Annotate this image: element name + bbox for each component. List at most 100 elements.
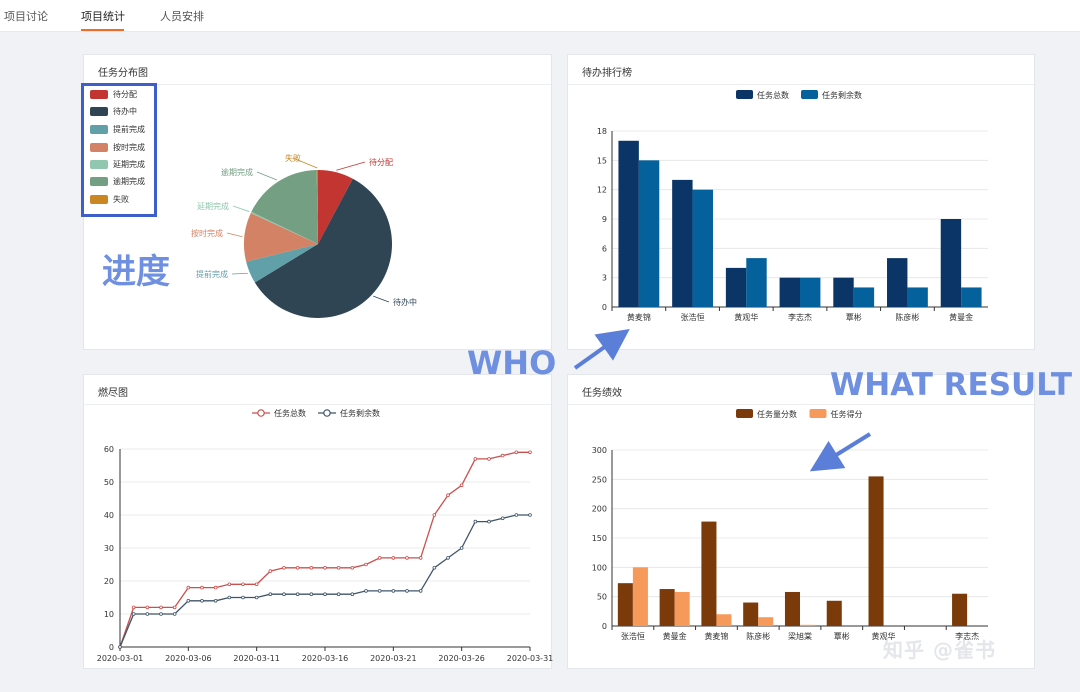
legend-label: 任务得分 <box>831 409 863 419</box>
data-point <box>227 595 232 600</box>
todo-ranking-bar-chart: 任务总数 任务剩余数 0 3 6 9 12 15 18 黄麦锦 张浩恒 黄观华 李志杰 覃彬 陈彦彬 黄曼金 <box>597 90 988 322</box>
performance-bar-chart: 任务量分数 任务得分 0 50 100 150 200 250 300 张浩恒 黄曼金 黄麦锦 陈彦彬 梁… <box>592 409 988 641</box>
data-point <box>118 645 122 649</box>
divider <box>568 404 1034 405</box>
data-point <box>213 599 218 603</box>
legend-item[interactable]: 延期完成 <box>90 159 145 169</box>
legend-item[interactable]: 失败 <box>90 194 129 204</box>
data-point <box>418 589 423 593</box>
x-tick-label: 黄麦锦 <box>627 312 651 322</box>
legend-label: 任务剩余数 <box>340 408 380 418</box>
bar <box>784 591 800 626</box>
bar <box>826 600 842 626</box>
data-point <box>350 566 355 570</box>
bar <box>618 140 639 307</box>
card-title: 任务绩效 <box>582 388 622 399</box>
legend-swatch <box>90 176 108 186</box>
y-tick-label: 0 <box>109 643 114 652</box>
bar <box>716 614 732 626</box>
bar <box>800 277 821 307</box>
x-tick-label: 陈彦彬 <box>746 631 770 641</box>
performance-card: 任务绩效 任务量分数 任务得分 0 50 100 150 200 250 300 张浩恒 黄曼金 黄麦… <box>567 374 1035 669</box>
data-point <box>500 516 505 521</box>
todo-ranking-card: 待办排行榜 任务总数 任务剩余数 0 3 6 9 12 15 18 黄麦锦 张浩恒 黄观华 李志杰 覃彬 陈… <box>567 54 1035 350</box>
legend-label: 待办中 <box>113 106 137 116</box>
pie-legend-annotation-box: 待分配待办中提前完成按时完成延期完成逾期完成失败 <box>81 83 157 217</box>
tab-project-discussion[interactable]: 项目讨论 <box>4 10 48 23</box>
watermark: 知乎 @雀书 <box>883 638 996 662</box>
data-point <box>405 556 409 560</box>
legend-item[interactable]: 提前完成 <box>90 124 145 134</box>
legend-item[interactable]: 逾期完成 <box>90 176 145 186</box>
card-title: 待办排行榜 <box>582 68 632 79</box>
data-point <box>172 612 177 616</box>
legend-swatch <box>736 409 753 418</box>
bar <box>907 287 928 307</box>
data-point <box>528 450 532 455</box>
data-point <box>364 562 368 567</box>
divider <box>84 404 551 405</box>
pie-slice <box>318 170 353 244</box>
data-point <box>336 566 341 570</box>
data-point <box>227 582 232 587</box>
legend-item[interactable]: 按时完成 <box>90 142 145 152</box>
legend-swatch <box>801 90 818 99</box>
legend-label: 按时完成 <box>113 142 145 152</box>
what-result-annotation: WHAT RESULT <box>830 367 1072 403</box>
data-point <box>487 519 491 524</box>
data-point <box>282 592 286 597</box>
data-point <box>145 605 150 610</box>
legend-item[interactable]: 待办中 <box>90 106 137 116</box>
tab-project-statistics[interactable]: 项目统计 <box>81 10 125 23</box>
y-tick-label: 10 <box>104 610 114 619</box>
data-point <box>377 556 382 560</box>
data-point <box>323 566 327 570</box>
bar <box>743 602 759 626</box>
x-tick-label: 黄麦锦 <box>704 631 728 641</box>
x-tick-label: 黄曼金 <box>949 312 973 322</box>
data-point <box>514 513 519 517</box>
data-point <box>459 546 464 550</box>
x-tick-label: 黄曼金 <box>663 631 687 641</box>
x-tick-label: 黄观华 <box>734 312 758 322</box>
data-point <box>131 605 136 610</box>
y-tick-label: 9 <box>602 215 607 224</box>
legend-swatch <box>736 90 753 99</box>
y-tick-label: 300 <box>592 446 607 455</box>
data-point <box>172 605 177 610</box>
pie-label-line <box>226 232 243 238</box>
legend-label: 待分配 <box>113 89 137 99</box>
bar <box>779 277 800 307</box>
data-point <box>145 612 150 616</box>
y-tick-label: 100 <box>592 563 607 572</box>
data-point <box>241 582 245 587</box>
y-tick-label: 50 <box>104 478 114 487</box>
bar <box>853 287 875 307</box>
pie-slice-label: 待办中 <box>393 297 417 307</box>
y-tick-label: 18 <box>597 127 607 136</box>
data-point <box>405 589 409 593</box>
y-tick-label: 50 <box>597 593 607 602</box>
data-point <box>309 566 314 570</box>
y-tick-label: 60 <box>104 445 114 454</box>
x-tick-label: 2020-03-31 <box>507 654 553 663</box>
burndown-line-chart: 任务总数 任务剩余数 0 10 20 30 40 50 60 2020-03-01 2020-03-… <box>97 408 553 663</box>
who-annotation: WHO <box>467 344 557 382</box>
x-tick-label: 2020-03-21 <box>370 654 417 663</box>
data-point <box>528 513 532 517</box>
data-point <box>432 513 437 517</box>
legend-label: 失败 <box>113 194 129 204</box>
y-tick-label: 250 <box>592 475 607 484</box>
tab-bar: 项目讨论 项目统计 人员安排 <box>0 0 1080 32</box>
data-point <box>268 569 273 573</box>
x-tick-label: 梁旭棠 <box>788 631 812 641</box>
tab-staff-arrangement[interactable]: 人员安排 <box>160 10 204 23</box>
bar <box>632 567 648 626</box>
data-point <box>282 566 286 570</box>
data-point <box>309 592 314 597</box>
y-tick-label: 0 <box>602 303 607 312</box>
legend-swatch <box>90 89 108 99</box>
legend-item[interactable]: 待分配 <box>90 89 137 99</box>
y-tick-label: 30 <box>104 544 114 553</box>
data-point <box>391 589 396 593</box>
